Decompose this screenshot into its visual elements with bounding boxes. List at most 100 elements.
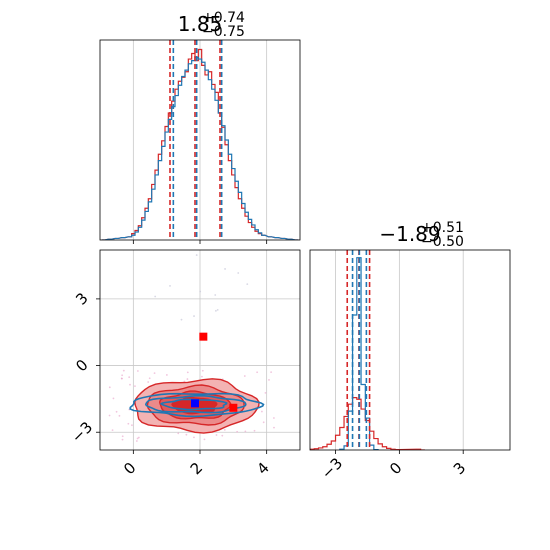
- marginal-y-title-median: −1.89: [379, 222, 440, 246]
- joint-red-marker: [199, 332, 208, 341]
- marginal-y-ticks: [335, 450, 464, 454]
- joint-scatter-point: [199, 290, 202, 293]
- joint-scatter-point: [118, 414, 121, 417]
- joint-scatter-point: [253, 429, 256, 432]
- marginal-y-panel: −3 0 3 −1.89 +0.51 −0.50: [309, 220, 511, 483]
- joint-scatter-point: [193, 436, 195, 439]
- joint-y-tick-label: 3: [72, 289, 91, 308]
- marginal-x-ticks: [132, 240, 268, 244]
- joint-scatter-point: [195, 254, 198, 256]
- joint-scatter-point: [272, 417, 275, 419]
- marginal-y-title: −1.89: [379, 222, 440, 246]
- joint-scatter-point: [131, 424, 133, 427]
- marginal-y-x-tick-label: −3: [318, 454, 346, 482]
- joint-scatter-point: [186, 378, 189, 380]
- marginal-x-histogram-1: [101, 56, 299, 240]
- joint-scatter-point: [221, 434, 224, 437]
- joint-markers: [191, 332, 238, 412]
- joint-scatter-point: [111, 429, 114, 432]
- marginal-y-histograms: [310, 257, 425, 450]
- joint-scatter-point: [127, 422, 130, 425]
- joint-scatter-point: [147, 381, 150, 383]
- marginal-y-x-tick-label: 3: [450, 459, 469, 478]
- joint-scatter-point: [135, 440, 138, 442]
- marginal-y-histogram-0: [310, 397, 425, 450]
- marginal-x-title: 1.85: [178, 12, 223, 36]
- marginal-y-histogram-1: [339, 257, 379, 450]
- joint-scatter-point: [121, 435, 124, 438]
- joint-scatter-point: [177, 432, 180, 435]
- joint-scatter-point: [137, 436, 140, 439]
- marginal-y-title-minus: −0.50: [421, 234, 464, 250]
- marginal-x-panel: 1.85 +0.74 −0.75: [99, 10, 301, 244]
- joint-scatter-point: [193, 315, 195, 317]
- joint-scatter-point: [268, 379, 270, 381]
- joint-scatter-point: [216, 308, 219, 311]
- joint-scatter-point: [262, 421, 265, 424]
- joint-scatter-point: [223, 428, 226, 431]
- marginal-y-title-plus: +0.51: [421, 220, 464, 236]
- joint-scatter-point: [120, 377, 123, 380]
- joint-scatter-point: [165, 374, 168, 376]
- joint-scatter-point: [121, 438, 124, 441]
- joint-scatter-point: [136, 370, 139, 372]
- joint-scatter-point: [129, 383, 131, 386]
- joint-panel: 0 2 4 −3 0 3: [68, 249, 301, 478]
- joint-scatter-point: [203, 438, 206, 441]
- joint-scatter-point: [112, 397, 115, 400]
- joint-scatter-point: [180, 318, 183, 321]
- joint-scatter-point: [264, 392, 267, 394]
- joint-scatter-point: [237, 272, 240, 274]
- joint-x-tick-label: 0: [120, 459, 139, 478]
- joint-y-tick-label: 0: [72, 356, 91, 375]
- joint-scatter-point: [201, 369, 204, 372]
- joint-ticks: [96, 298, 268, 454]
- joint-x-tick-labels: 0 2 4: [120, 459, 273, 478]
- joint-scatter-point: [136, 437, 139, 440]
- joint-scatter-point: [108, 386, 111, 389]
- joint-x-tick-label: 4: [253, 459, 272, 478]
- joint-scatter-point: [148, 377, 151, 380]
- joint-scatter-point: [260, 410, 263, 413]
- joint-scatter-point: [214, 294, 217, 296]
- joint-scatter-point: [154, 295, 157, 298]
- marginal-y-frame: [309, 249, 511, 451]
- marginal-x-histogram-0: [101, 48, 299, 240]
- joint-scatter-point: [273, 426, 275, 429]
- joint-scatter-point: [108, 414, 111, 417]
- marginal-x-grid: [132, 40, 268, 240]
- joint-scatter-point: [256, 371, 259, 374]
- joint-scatter-point: [128, 376, 131, 379]
- joint-scatter-point: [122, 369, 125, 372]
- joint-scatter-point: [169, 285, 171, 287]
- marginal-x-title-minus: −0.75: [202, 24, 245, 40]
- joint-scatter-point: [244, 430, 247, 433]
- marginal-x-title-median: 1.85: [178, 12, 223, 36]
- joint-blue-marker: [191, 399, 199, 408]
- joint-red-marker: [229, 403, 238, 412]
- joint-scatter-point: [224, 268, 226, 270]
- joint-scatter-point: [201, 375, 203, 378]
- joint-scatter-point: [153, 372, 156, 374]
- marginal-x-title-plus: +0.74: [202, 10, 245, 26]
- joint-scatter-point: [215, 434, 218, 436]
- joint-scatter-point: [186, 371, 189, 374]
- joint-blue-contour-level-2: [159, 398, 228, 411]
- joint-scatter-point: [270, 371, 273, 374]
- joint-scatter-point: [115, 410, 118, 413]
- joint-scatter-point: [185, 433, 188, 436]
- marginal-y-x-tick-labels: −3 0 3: [318, 454, 470, 482]
- joint-scatter-point: [243, 375, 246, 377]
- marginal-x-histograms: [101, 48, 299, 240]
- marginal-y-quantile-lines: [346, 250, 371, 450]
- joint-scatter-point: [246, 283, 249, 286]
- joint-blue-contour-level-1: [144, 394, 247, 414]
- joint-scatter-point: [236, 430, 239, 433]
- joint-y-tick-labels: −3 0 3: [68, 289, 96, 446]
- joint-scatter-point: [214, 309, 217, 312]
- marginal-y-grid: [335, 250, 464, 450]
- marginal-x-quantile-lines: [169, 40, 223, 240]
- joint-y-tick-label: −3: [68, 418, 96, 446]
- marginal-y-x-tick-label: 0: [386, 459, 405, 478]
